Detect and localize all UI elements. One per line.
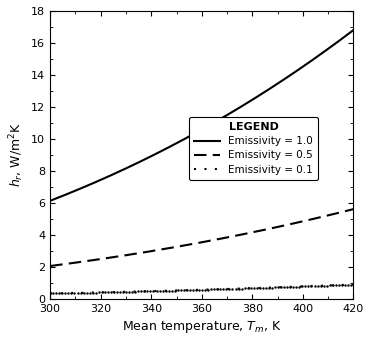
Emissivity = 1.0 xyxy=(229,111,233,115)
Emissivity = 0.1 xyxy=(192,288,196,292)
X-axis label: Mean temperature, $T_m$, K: Mean temperature, $T_m$, K xyxy=(122,319,282,335)
Line: Emissivity = 0.5: Emissivity = 0.5 xyxy=(50,209,354,266)
Emissivity = 0.5 xyxy=(192,241,196,246)
Emissivity = 0.1 xyxy=(296,285,301,289)
Emissivity = 0.1 xyxy=(48,291,52,295)
Emissivity = 1.0 xyxy=(194,131,198,135)
Emissivity = 1.0 xyxy=(351,28,356,32)
Emissivity = 0.5 xyxy=(351,207,356,211)
Emissivity = 0.1 xyxy=(351,282,356,287)
Emissivity = 1.0 xyxy=(296,67,301,71)
Emissivity = 0.1 xyxy=(344,283,348,287)
Emissivity = 0.1 xyxy=(194,288,198,292)
Line: Emissivity = 1.0: Emissivity = 1.0 xyxy=(50,30,354,201)
Emissivity = 0.5 xyxy=(344,209,348,213)
Emissivity = 0.5 xyxy=(48,264,52,268)
Emissivity = 0.1 xyxy=(212,287,217,291)
Emissivity = 1.0 xyxy=(212,120,217,124)
Emissivity = 0.5 xyxy=(296,220,301,224)
Emissivity = 1.0 xyxy=(344,34,348,38)
Line: Emissivity = 0.1: Emissivity = 0.1 xyxy=(49,284,354,294)
Y-axis label: $h_r$, W/m$^2$K: $h_r$, W/m$^2$K xyxy=(7,122,26,187)
Emissivity = 0.5 xyxy=(194,241,198,245)
Emissivity = 1.0 xyxy=(192,132,196,136)
Emissivity = 0.1 xyxy=(229,287,233,291)
Emissivity = 0.5 xyxy=(212,238,217,242)
Emissivity = 1.0 xyxy=(48,199,52,203)
Legend: Emissivity = 1.0, Emissivity = 0.5, Emissivity = 0.1: Emissivity = 1.0, Emissivity = 0.5, Emis… xyxy=(189,117,318,180)
Emissivity = 0.5 xyxy=(229,235,233,239)
